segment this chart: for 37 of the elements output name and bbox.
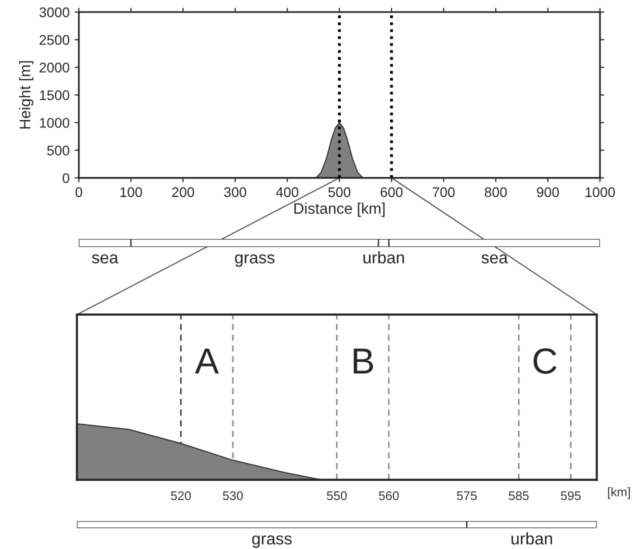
x-tick-label: 100 [120,187,142,198]
y-tick-label: 1500 [40,90,70,100]
y-tick-label: 2000 [40,62,70,73]
x-tick-label: 520 [170,491,191,500]
y-tick-label: 1000 [40,118,70,128]
x-tick-label: 550 [326,491,347,500]
x-tick-label: 0 [76,187,82,198]
x-tick-label: 700 [432,187,455,198]
series-label: sea [481,254,508,264]
text: B [354,348,373,374]
y-tick-label: 2500 [40,35,70,45]
y-tick-label: 500 [47,146,70,156]
x-tick-label: 200 [172,187,194,198]
series-label: urban [363,251,404,264]
series-label: sea [92,254,118,264]
x-tick-label: 530 [222,491,243,500]
x-tick-label: 400 [276,187,298,198]
y-tick-label: 3000 [39,7,70,18]
x-axis-title: Distance [km] [294,202,385,217]
text: C [534,348,556,374]
x-tick-label: 595 [560,491,581,500]
series-label: grass [252,535,292,548]
y-axis-title: Height [m] [19,61,34,129]
series-label: urban [512,532,552,545]
x-tick-label: 800 [484,187,507,198]
x-tick-label: 300 [224,187,246,198]
x-tick-label: 585 [508,491,529,500]
x-axis-title: [km] [608,487,630,499]
series-label: grass [235,254,275,267]
x-tick-label: 900 [536,187,559,198]
x-tick-label: 500 [328,187,350,198]
x-tick-label: 560 [378,491,399,500]
y-tick-label: 0 [62,173,70,184]
text: A [194,348,219,374]
x-tick-label: 1000 [586,187,615,198]
x-tick-label: 600 [380,187,403,198]
x-tick-label: 575 [456,491,477,500]
